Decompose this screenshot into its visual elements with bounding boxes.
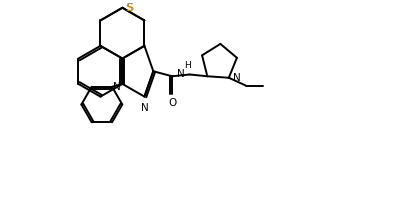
Text: N: N	[141, 103, 148, 113]
Text: S: S	[126, 3, 133, 13]
Text: N: N	[233, 73, 241, 83]
Text: N: N	[177, 69, 185, 79]
Text: H: H	[185, 60, 191, 70]
Text: N: N	[113, 82, 121, 92]
Text: O: O	[168, 98, 176, 108]
Text: S: S	[125, 3, 132, 13]
